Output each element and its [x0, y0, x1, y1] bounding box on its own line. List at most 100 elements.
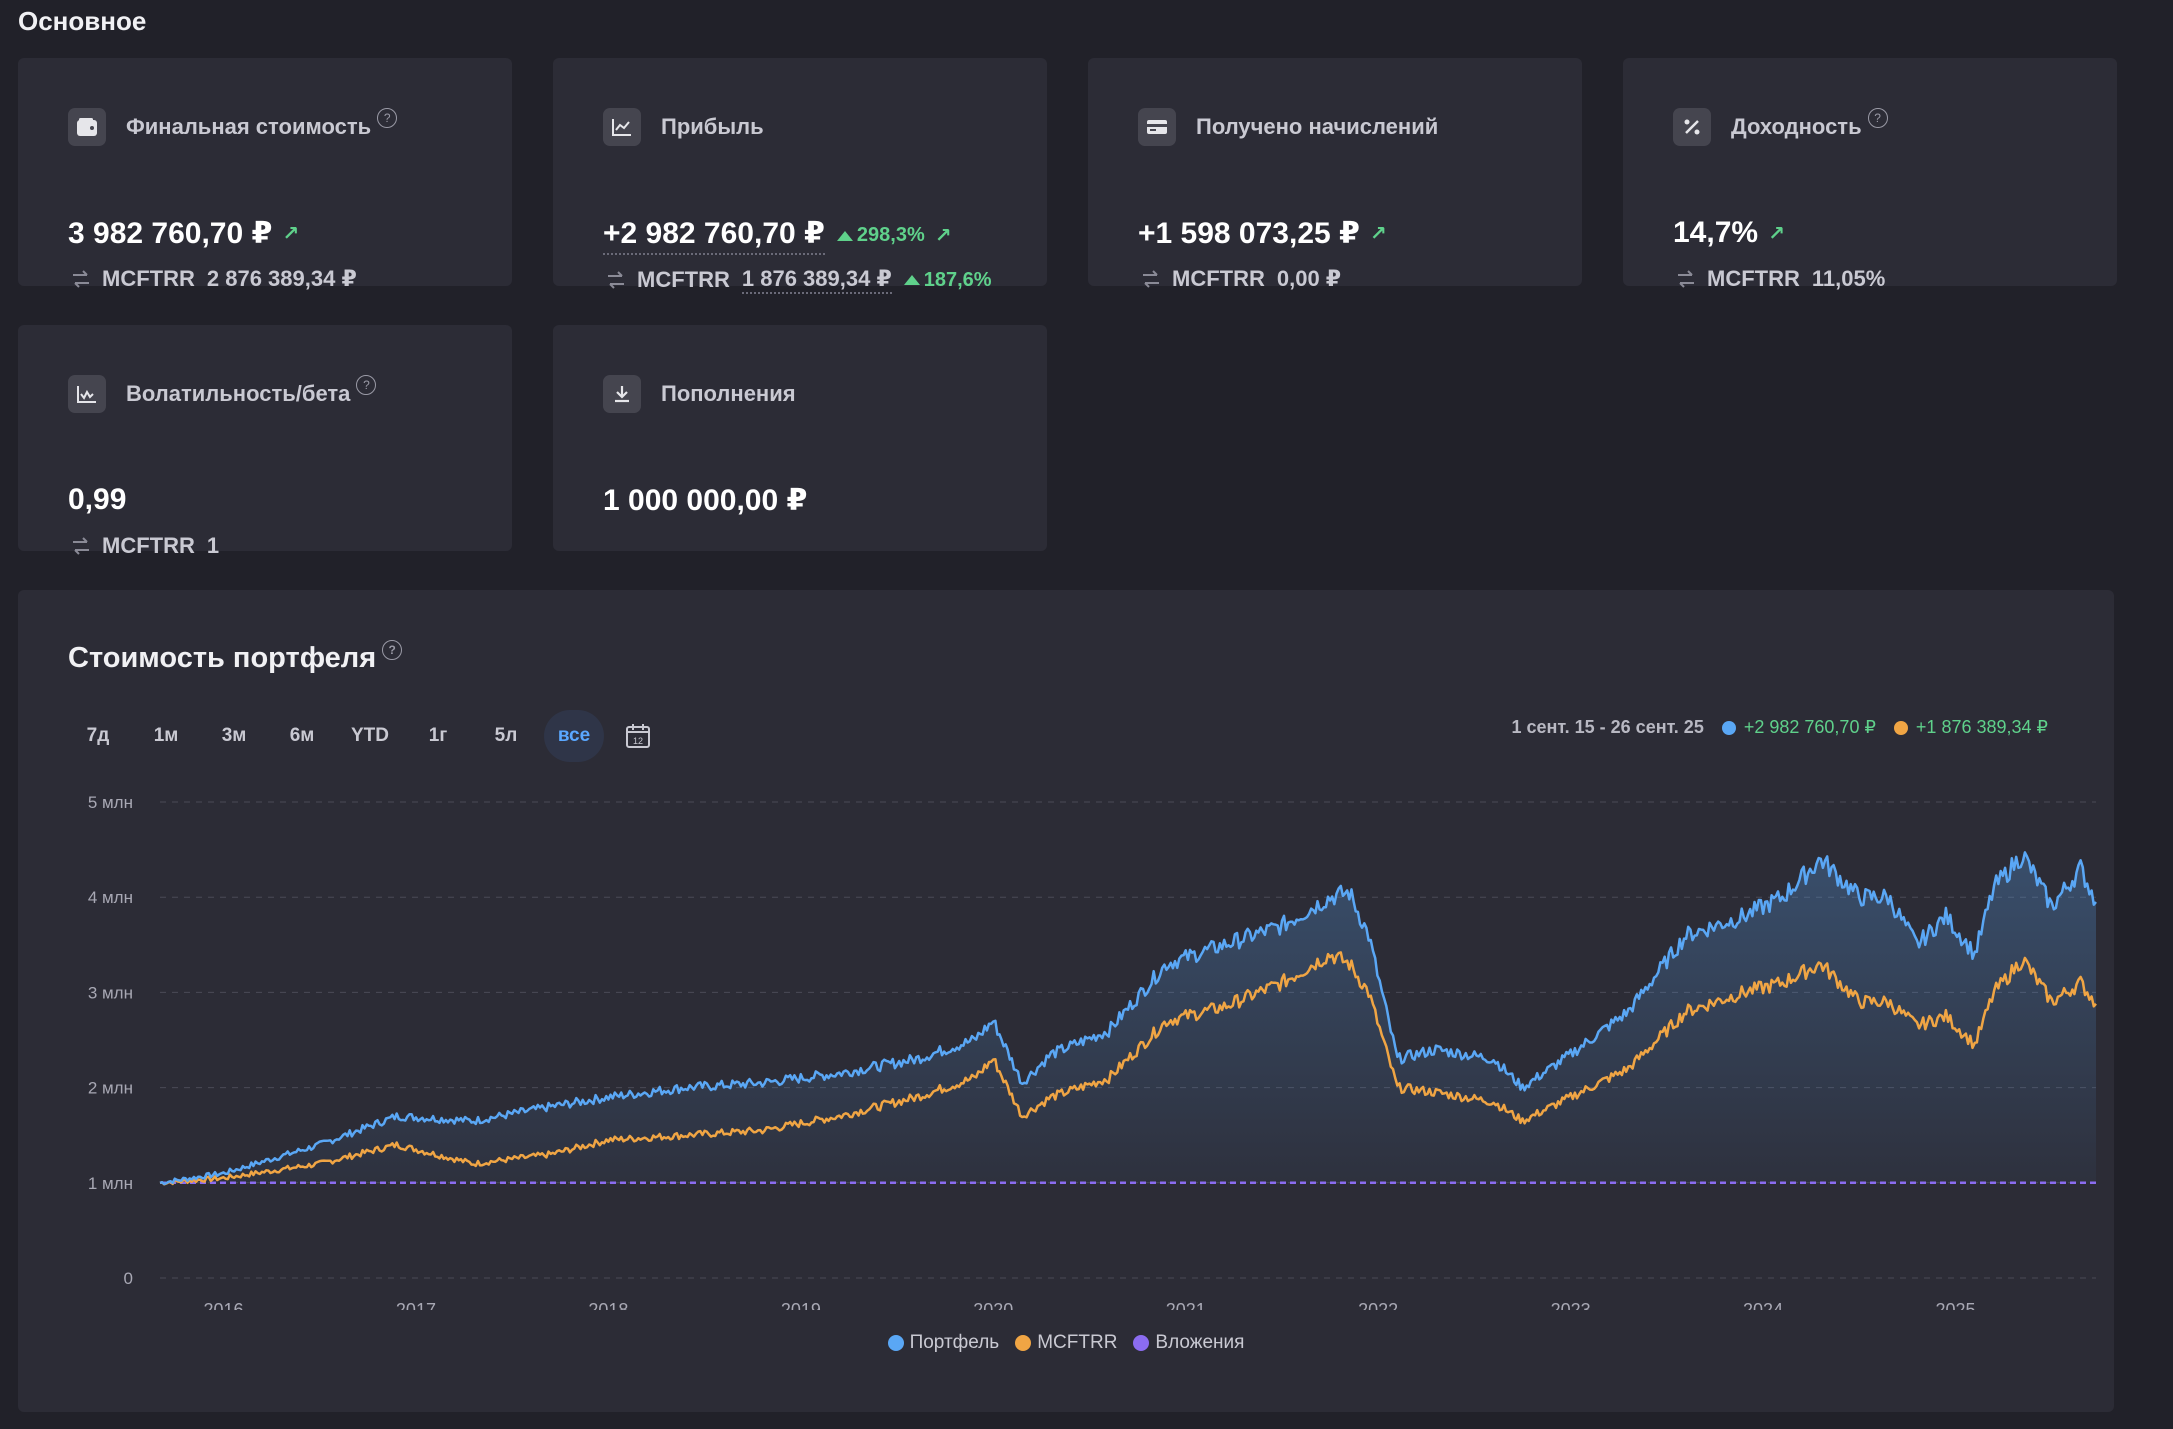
chart-line-icon: [603, 108, 641, 146]
card-value: +2 982 760,70 ₽ 298,3% ↗: [603, 216, 952, 255]
range-7d-button[interactable]: 7д: [86, 725, 110, 746]
benchmark-row: MCFTRR 0,00 ₽: [1138, 266, 1341, 292]
legend-item-benchmark[interactable]: MCFTRR: [1015, 1332, 1117, 1354]
benchmark-pct: 187,6%: [903, 268, 992, 292]
range-all-button[interactable]: все: [544, 710, 604, 762]
range-1y-button[interactable]: 1г: [428, 725, 448, 746]
trend-up-icon: ↗: [934, 225, 952, 247]
y-tick-label: 3 млн: [88, 983, 133, 1002]
wallet-icon: [68, 108, 106, 146]
benchmark-gain: +1 876 389,34 ₽: [1915, 717, 2048, 737]
swap-icon: [1678, 270, 1694, 288]
benchmark-pct-text: 187,6%: [923, 268, 992, 291]
card-final-value: Финальная стоимость ? 3 982 760,70 ₽ ↗ M…: [18, 58, 512, 291]
volatility-value-text: 0,99: [68, 483, 127, 516]
benchmark-dot: [1893, 720, 1908, 735]
series-line-portfolio: [159, 851, 2097, 1186]
period-text: 1 сент. 15 - 26 сент. 25: [1511, 717, 1704, 737]
benchmark-name: MCFTRR: [102, 533, 195, 558]
help-icon[interactable]: ?: [377, 108, 398, 128]
y-tick-label: 1 млн: [88, 1174, 133, 1193]
x-tick-label: 2021: [1166, 1300, 1206, 1310]
portfolio-area: [160, 852, 2096, 1184]
range-selector: 7д 1м 3м 6м YTD 1г 5л все 12: [68, 710, 664, 762]
trend-up-icon: ↗: [282, 223, 300, 245]
x-tick-label: 2022: [1358, 1300, 1398, 1310]
help-icon[interactable]: ?: [1867, 108, 1888, 128]
section-title: Основное: [18, 6, 147, 36]
legend-label: Вложения: [1155, 1332, 1245, 1353]
range-5y-button[interactable]: 5л: [494, 725, 518, 746]
swap-icon: [73, 270, 89, 288]
swap-icon: [608, 271, 624, 289]
legend-dot: [1015, 1335, 1032, 1351]
download-icon: [603, 375, 641, 413]
help-icon[interactable]: ?: [356, 375, 377, 395]
legend-dot: [1133, 1335, 1150, 1351]
final-value-text: 3 982 760,70 ₽: [68, 217, 273, 250]
triangle-up-icon: [836, 230, 853, 241]
swap-icon: [73, 537, 89, 555]
card-value: +1 598 073,25 ₽ ↗: [1138, 216, 1387, 251]
range-3m-button[interactable]: 3м: [221, 725, 247, 746]
accruals-value-text: +1 598 073,25 ₽: [1138, 217, 1360, 250]
benchmark-row: MCFTRR 2 876 389,34 ₽: [68, 266, 357, 292]
card-label: Волатильность/бета: [126, 381, 351, 406]
period-summary: 1 сент. 15 - 26 сент. 25 +2 982 760,70 ₽…: [1512, 717, 2049, 738]
x-tick-label: 2019: [781, 1300, 821, 1310]
chart-legend: Портфель MCFTRR Вложения: [18, 1332, 2114, 1354]
x-tick-label: 2024: [1743, 1300, 1783, 1310]
card-label: Прибыль: [661, 114, 764, 139]
x-tick-label: 2023: [1551, 1300, 1591, 1310]
benchmark-row: MCFTRR 11,05%: [1673, 266, 1885, 292]
benchmark-value: 0,00 ₽: [1276, 266, 1342, 291]
profit-pct: 298,3%: [836, 224, 925, 247]
card-value: 3 982 760,70 ₽ ↗: [68, 216, 299, 251]
card-label: Получено начислений: [1196, 114, 1439, 139]
benchmark-row: MCFTRR 1: [68, 533, 219, 559]
range-ytd-button[interactable]: YTD: [351, 725, 389, 746]
portfolio-gain: +2 982 760,70 ₽: [1743, 717, 1876, 737]
calendar-icon[interactable]: 12: [612, 710, 664, 762]
x-tick-label: 2016: [203, 1300, 243, 1310]
card-icon: [1138, 108, 1176, 146]
legend-item-deposits[interactable]: Вложения: [1133, 1332, 1244, 1354]
y-tick-label: 2 млн: [88, 1079, 133, 1098]
volatility-icon: [68, 375, 106, 413]
legend-dot: [887, 1335, 904, 1351]
card-value: 1 000 000,00 ₽: [603, 483, 807, 518]
chart-title-text: Стоимость портфеля: [68, 642, 377, 674]
card-label: Доходность: [1731, 114, 1862, 139]
legend-item-portfolio[interactable]: Портфель: [887, 1332, 999, 1354]
card-label: Финальная стоимость: [126, 114, 372, 139]
chart-title: Стоимость портфеля ?: [68, 639, 403, 675]
y-tick-label: 0: [124, 1269, 133, 1288]
card-profit: Прибыль +2 982 760,70 ₽ 298,3% ↗ MCFTRR …: [553, 58, 1047, 294]
profit-pct-text: 298,3%: [856, 224, 925, 246]
benchmark-value: 1 876 389,34 ₽: [741, 266, 892, 294]
legend-label: MCFTRR: [1037, 1332, 1118, 1353]
range-6m-button[interactable]: 6м: [289, 725, 315, 746]
help-icon[interactable]: ?: [382, 639, 403, 660]
x-tick-label: 2020: [973, 1300, 1013, 1310]
benchmark-value: 11,05%: [1811, 266, 1886, 291]
portfolio-dot: [1721, 720, 1736, 735]
benchmark-value: 2 876 389,34 ₽: [206, 266, 357, 291]
card-yield: Доходность ? 14,7% ↗ MCFTRR 11,05%: [1623, 58, 2117, 291]
trend-up-icon: ↗: [1369, 223, 1387, 245]
card-label: Пополнения: [661, 381, 796, 406]
benchmark-name: MCFTRR: [1172, 266, 1265, 291]
x-tick-label: 2017: [396, 1300, 436, 1310]
x-tick-label: 2018: [588, 1300, 628, 1310]
benchmark-name: MCFTRR: [637, 267, 730, 292]
range-1m-button[interactable]: 1м: [153, 725, 179, 746]
series-line-benchmark: [159, 951, 2097, 1186]
y-tick-label: 5 млн: [88, 793, 133, 812]
portfolio-chart-card: Стоимость портфеля ? 7д 1м 3м 6м YTD 1г …: [18, 590, 2114, 1412]
svg-text:12: 12: [633, 736, 643, 746]
deposits-value-text: 1 000 000,00 ₽: [603, 484, 808, 517]
percent-icon: [1673, 108, 1711, 146]
trend-up-icon: ↗: [1768, 222, 1785, 245]
card-volatility: Волатильность/бета ? 0,99 MCFTRR 1: [18, 325, 512, 558]
card-value: 0,99: [68, 483, 126, 517]
